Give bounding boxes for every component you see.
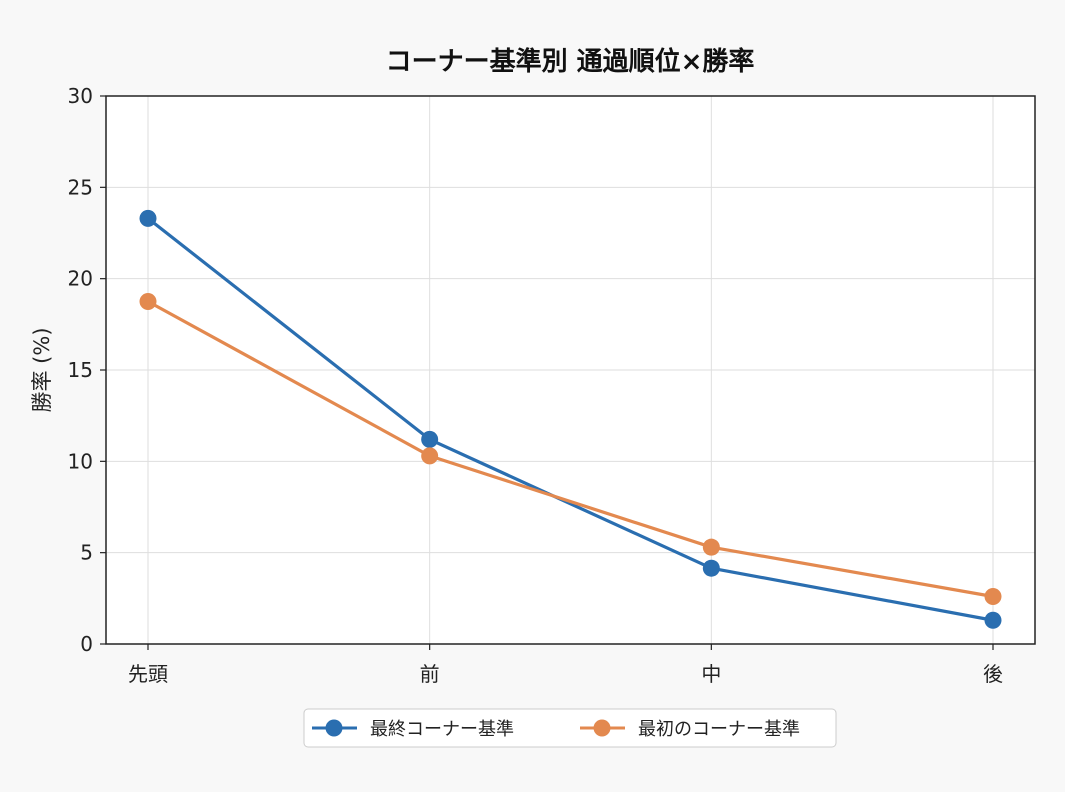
y-tick-label: 20 [68,267,93,291]
legend-label-final-corner: 最終コーナー基準 [370,719,514,740]
series-line-0 [146,216,995,622]
series-1-point [702,538,720,556]
y-tick-label: 25 [68,175,93,199]
y-tick-label: 10 [68,449,93,473]
series-layer [139,209,1002,629]
series-1-point [421,447,439,465]
y-tick-label: 5 [80,541,93,565]
series-0-point [702,559,720,577]
y-tick-label: 0 [80,632,93,656]
chart-title: コーナー基準別 通過順位×勝率 [386,46,755,77]
y-tick-label: 15 [68,358,93,382]
legend-marker-first-corner [593,719,611,737]
series-1-point [139,293,157,310]
legend-label-first-corner: 最初のコーナー基準 [638,719,800,740]
x-tick-label: 後 [983,662,1003,686]
y-tick-label: 30 [68,84,93,108]
x-tick-label: 先頭 [128,662,168,686]
x-tick-label: 中 [701,662,721,686]
tick-layer: 0 5 10 15 20 25 30 先頭 前 中 後 [68,84,1003,686]
x-tick-label: 前 [420,662,440,686]
series-0-point [139,209,157,227]
legend-marker-final-corner [325,719,343,737]
legend: 最終コーナー基準 最初のコーナー基準 [303,708,837,748]
series-0-point [984,611,1002,629]
series-0-point [421,430,439,448]
legend-frame [303,708,837,748]
series-1-point [984,588,1002,606]
y-axis-label: 勝率 (%) [30,327,54,412]
series-line-1 [146,299,995,599]
